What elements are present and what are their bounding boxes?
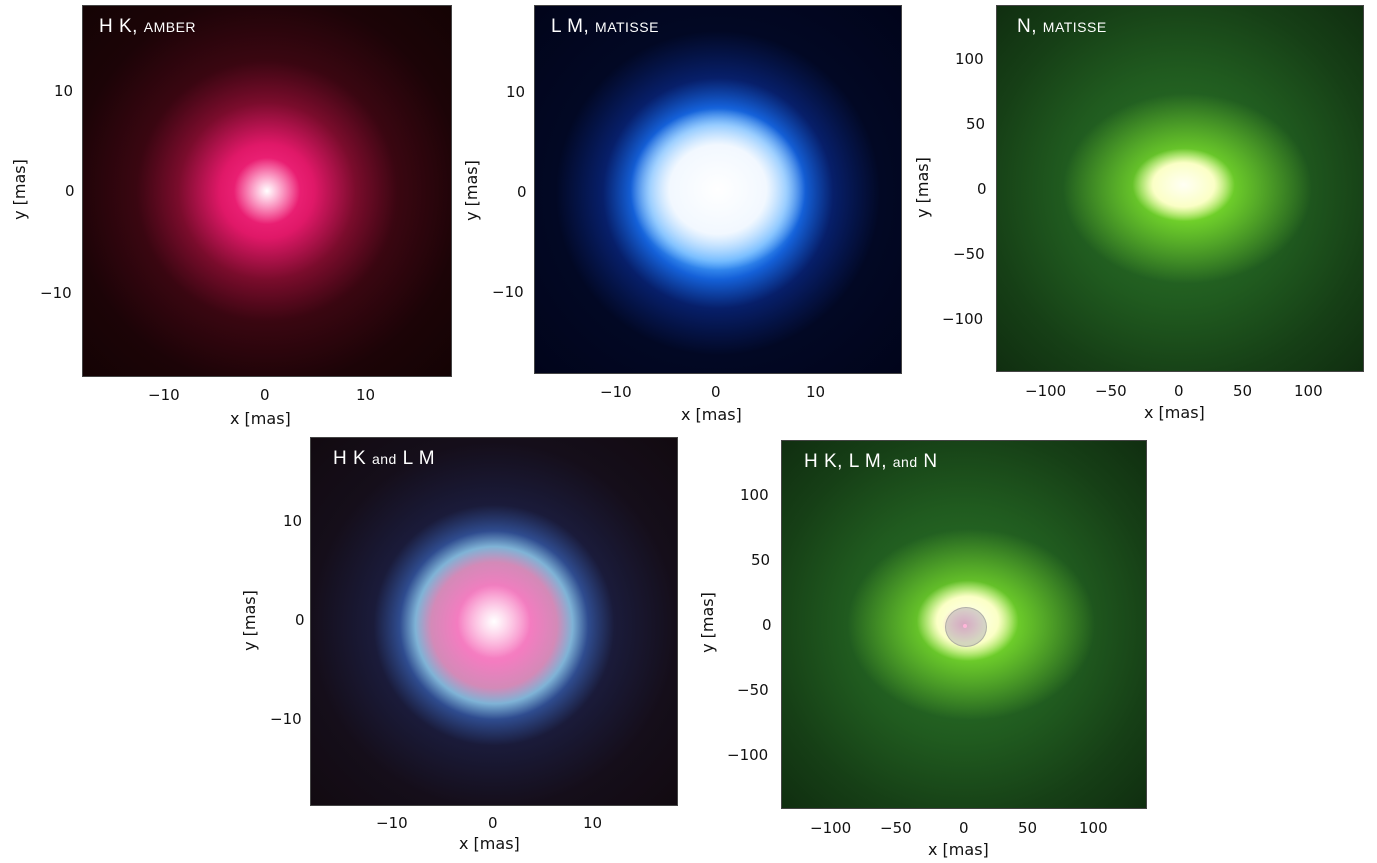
lm-matisse-image: L M, MATISSE — [534, 5, 902, 374]
y-tick-label: −100 — [727, 746, 769, 764]
y-tick-label: 0 — [65, 182, 75, 200]
y-tick-label: 50 — [966, 115, 986, 133]
hk-lm-composite-image: H K and L M — [310, 437, 678, 806]
x-tick-label: 10 — [356, 386, 376, 404]
x-tick-label: 0 — [1174, 382, 1184, 400]
x-tick-label: −50 — [1095, 382, 1127, 400]
hk-center-marker — [963, 624, 967, 628]
panel-title: N, MATISSE — [1017, 16, 1107, 37]
y-tick-label: −10 — [40, 284, 72, 302]
x-tick-label: 0 — [260, 386, 270, 404]
y-tick-label: −100 — [942, 310, 984, 328]
x-tick-label: −10 — [600, 383, 632, 401]
x-tick-label: −50 — [880, 819, 912, 837]
x-axis-label: x [mas] — [928, 840, 989, 859]
panel-title: H K and L M — [333, 448, 436, 469]
x-tick-label: 100 — [1079, 819, 1108, 837]
y-tick-label: 0 — [517, 183, 527, 201]
x-tick-label: 10 — [806, 383, 826, 401]
x-axis-label: x [mas] — [459, 834, 520, 853]
hk-lm-n-composite-image: H K, L M, and N — [781, 440, 1147, 809]
y-tick-label: 0 — [762, 616, 772, 634]
x-axis-label: x [mas] — [1144, 403, 1205, 422]
panel-title: L M, MATISSE — [551, 16, 659, 37]
x-axis-label: x [mas] — [230, 409, 291, 428]
x-tick-label: −10 — [148, 386, 180, 404]
x-tick-label: 50 — [1233, 382, 1253, 400]
x-tick-label: 0 — [488, 814, 498, 832]
x-tick-label: −100 — [1025, 382, 1067, 400]
y-tick-label: 10 — [506, 83, 526, 101]
x-tick-label: −10 — [376, 814, 408, 832]
y-tick-label: −10 — [492, 283, 524, 301]
x-tick-label: 0 — [959, 819, 969, 837]
y-axis-label: y [mas] — [9, 159, 29, 220]
x-tick-label: 50 — [1018, 819, 1038, 837]
y-tick-label: 0 — [977, 180, 987, 198]
panel-title: H K, AMBER — [99, 16, 197, 37]
y-tick-label: 10 — [283, 512, 303, 530]
x-axis-label: x [mas] — [681, 405, 742, 424]
y-tick-label: −50 — [953, 245, 985, 263]
n-matisse-image: N, MATISSE — [996, 5, 1364, 372]
y-tick-label: 0 — [295, 611, 305, 629]
y-axis-label: y [mas] — [697, 592, 717, 653]
x-tick-label: 100 — [1294, 382, 1323, 400]
y-tick-label: −50 — [737, 681, 769, 699]
x-tick-label: −100 — [810, 819, 852, 837]
panel-title: H K, L M, and N — [804, 451, 938, 472]
x-tick-label: 10 — [583, 814, 603, 832]
y-tick-label: 100 — [740, 486, 769, 504]
y-axis-label: y [mas] — [912, 157, 932, 218]
y-tick-label: 10 — [54, 82, 74, 100]
y-tick-label: 50 — [751, 551, 771, 569]
hk-amber-image: H K, AMBER — [82, 5, 452, 377]
y-tick-label: −10 — [270, 710, 302, 728]
y-tick-label: 100 — [955, 50, 984, 68]
x-tick-label: 0 — [711, 383, 721, 401]
y-axis-label: y [mas] — [461, 160, 481, 221]
y-axis-label: y [mas] — [239, 590, 259, 651]
